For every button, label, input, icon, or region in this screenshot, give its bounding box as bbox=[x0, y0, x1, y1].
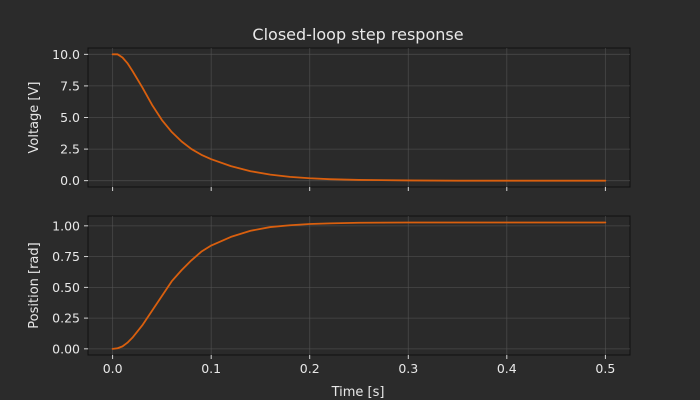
position-x-tick-label: 0.4 bbox=[497, 361, 517, 376]
voltage-y-tick-label: 7.5 bbox=[60, 78, 80, 93]
position-series-line bbox=[111, 221, 607, 350]
position-x-tick-label: 0.3 bbox=[398, 361, 418, 376]
position-y-tick-label: 0.25 bbox=[52, 311, 80, 326]
position-x-tick-label: 0.0 bbox=[103, 361, 123, 376]
chart-title: Closed-loop step response bbox=[252, 25, 463, 44]
position-y-tick-label: 1.00 bbox=[52, 218, 80, 233]
position-x-tick-label: 0.2 bbox=[300, 361, 320, 376]
voltage-y-tick-label: 2.5 bbox=[60, 142, 80, 157]
position-y-tick-label: 0.50 bbox=[52, 280, 80, 295]
x-axis-label: Time [s] bbox=[331, 385, 385, 400]
voltage-y-axis-label: Voltage [V] bbox=[27, 82, 42, 154]
position-y-tick-label: 0.00 bbox=[52, 341, 80, 356]
voltage-y-tick-label: 10.0 bbox=[52, 47, 80, 62]
voltage-panel: 0.0 2.5 5.0 7.5 10.0 Voltage [V] bbox=[27, 47, 631, 191]
position-y-axis-label: Position [rad] bbox=[27, 242, 42, 328]
voltage-y-tick-label: 5.0 bbox=[60, 110, 80, 125]
position-x-tick-label: 0.1 bbox=[201, 361, 221, 376]
voltage-series-line bbox=[111, 53, 607, 182]
position-x-tick-label: 0.5 bbox=[595, 361, 615, 376]
position-y-tick-label: 0.75 bbox=[52, 249, 80, 264]
position-panel: 0.0 0.1 0.2 0.3 0.4 0.5 0.00 0.25 0.50 0.75 1.00 Po… bbox=[27, 215, 631, 376]
voltage-y-tick-label: 0.0 bbox=[60, 173, 80, 188]
position-plot-area bbox=[87, 215, 631, 356]
